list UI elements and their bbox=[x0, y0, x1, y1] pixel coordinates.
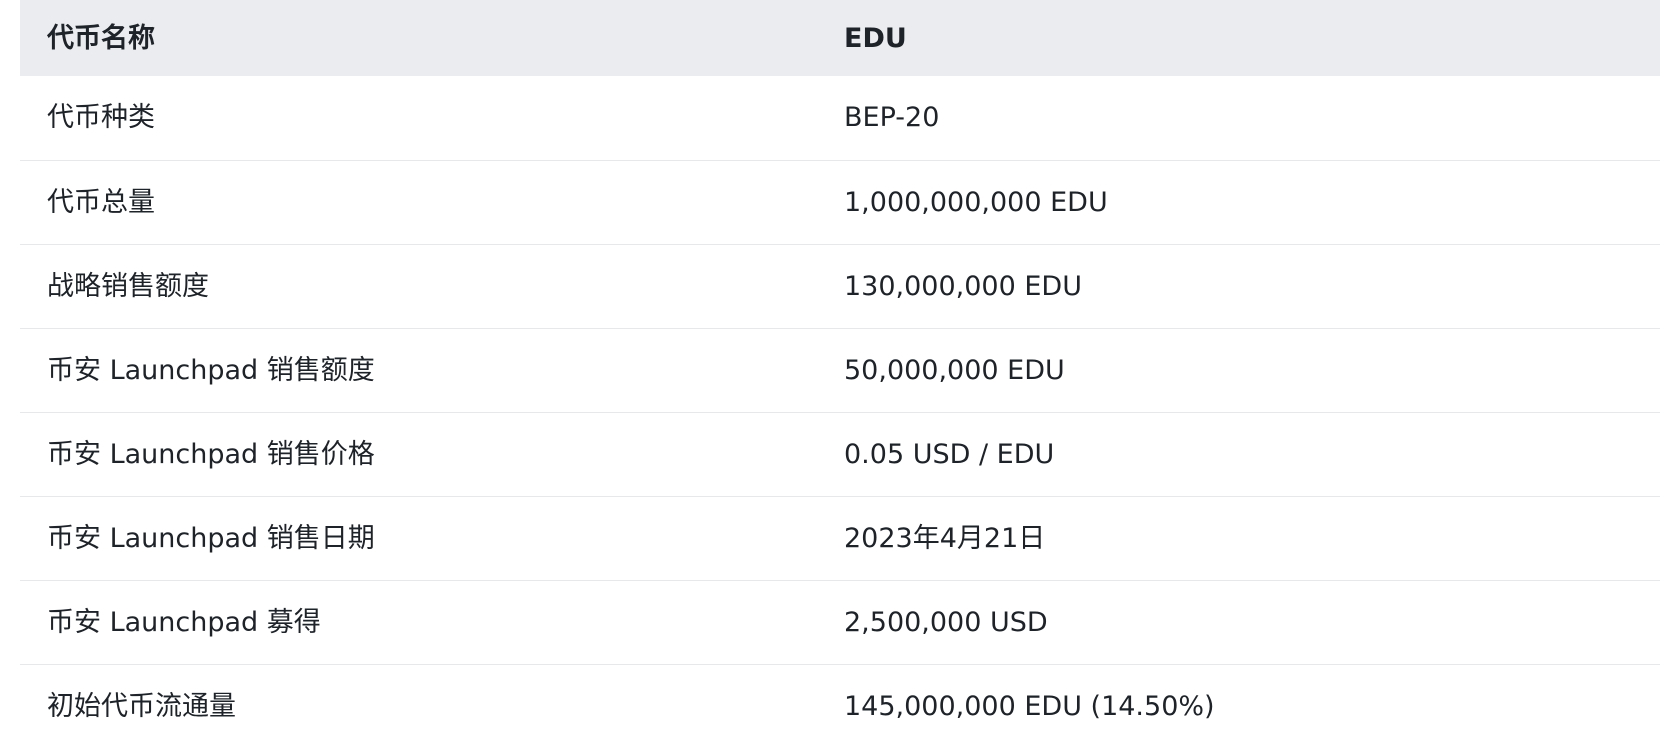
row-value: 2,500,000 USD bbox=[817, 579, 1660, 664]
table-row: 币安 Launchpad 销售日期 2023年4月21日 bbox=[20, 495, 1660, 580]
table-row: 战略销售额度 130,000,000 EDU bbox=[20, 243, 1660, 328]
row-label: 代币总量 bbox=[20, 159, 817, 244]
table-row: 币安 Launchpad 募得 2,500,000 USD bbox=[20, 579, 1660, 664]
table-header: 代币名称 EDU bbox=[20, 0, 1660, 76]
header-label-token-name: 代币名称 bbox=[47, 22, 155, 54]
table-row: 代币总量 1,000,000,000 EDU bbox=[20, 159, 1660, 244]
table-header-row: 代币名称 EDU bbox=[20, 0, 1660, 76]
row-label: 战略销售额度 bbox=[20, 243, 817, 328]
row-label: 币安 Launchpad 募得 bbox=[20, 579, 817, 664]
row-value: 130,000,000 EDU bbox=[817, 243, 1660, 328]
row-value: 145,000,000 EDU (14.50%) bbox=[817, 663, 1660, 748]
row-label: 代币种类 bbox=[47, 102, 155, 134]
table-body: 代币种类 BEP-20 代币总量 1,000,000,000 EDU 战略销售额… bbox=[20, 76, 1660, 748]
header-value-token-name: EDU bbox=[844, 22, 907, 54]
row-value: 2023年4月21日 bbox=[817, 495, 1660, 580]
row-value: 50,000,000 EDU bbox=[817, 327, 1660, 412]
row-value: 1,000,000,000 EDU bbox=[817, 159, 1660, 244]
table-row: 币安 Launchpad 销售价格 0.05 USD / EDU bbox=[20, 411, 1660, 496]
table-row: 初始代币流通量 145,000,000 EDU (14.50%) bbox=[20, 663, 1660, 748]
table-row: 币安 Launchpad 销售额度 50,000,000 EDU bbox=[20, 327, 1660, 412]
row-label: 币安 Launchpad 销售额度 bbox=[20, 327, 817, 412]
row-label: 币安 Launchpad 销售价格 bbox=[20, 411, 817, 496]
row-value: BEP-20 bbox=[844, 102, 940, 134]
row-value: 0.05 USD / EDU bbox=[817, 411, 1660, 496]
row-label: 初始代币流通量 bbox=[20, 663, 817, 748]
row-label: 币安 Launchpad 销售日期 bbox=[20, 495, 817, 580]
token-info-table: 代币名称 EDU 代币种类 BEP-20 代币总量 1,000,000,000 … bbox=[20, 0, 1660, 748]
table-row: 代币种类 BEP-20 bbox=[20, 76, 1660, 160]
